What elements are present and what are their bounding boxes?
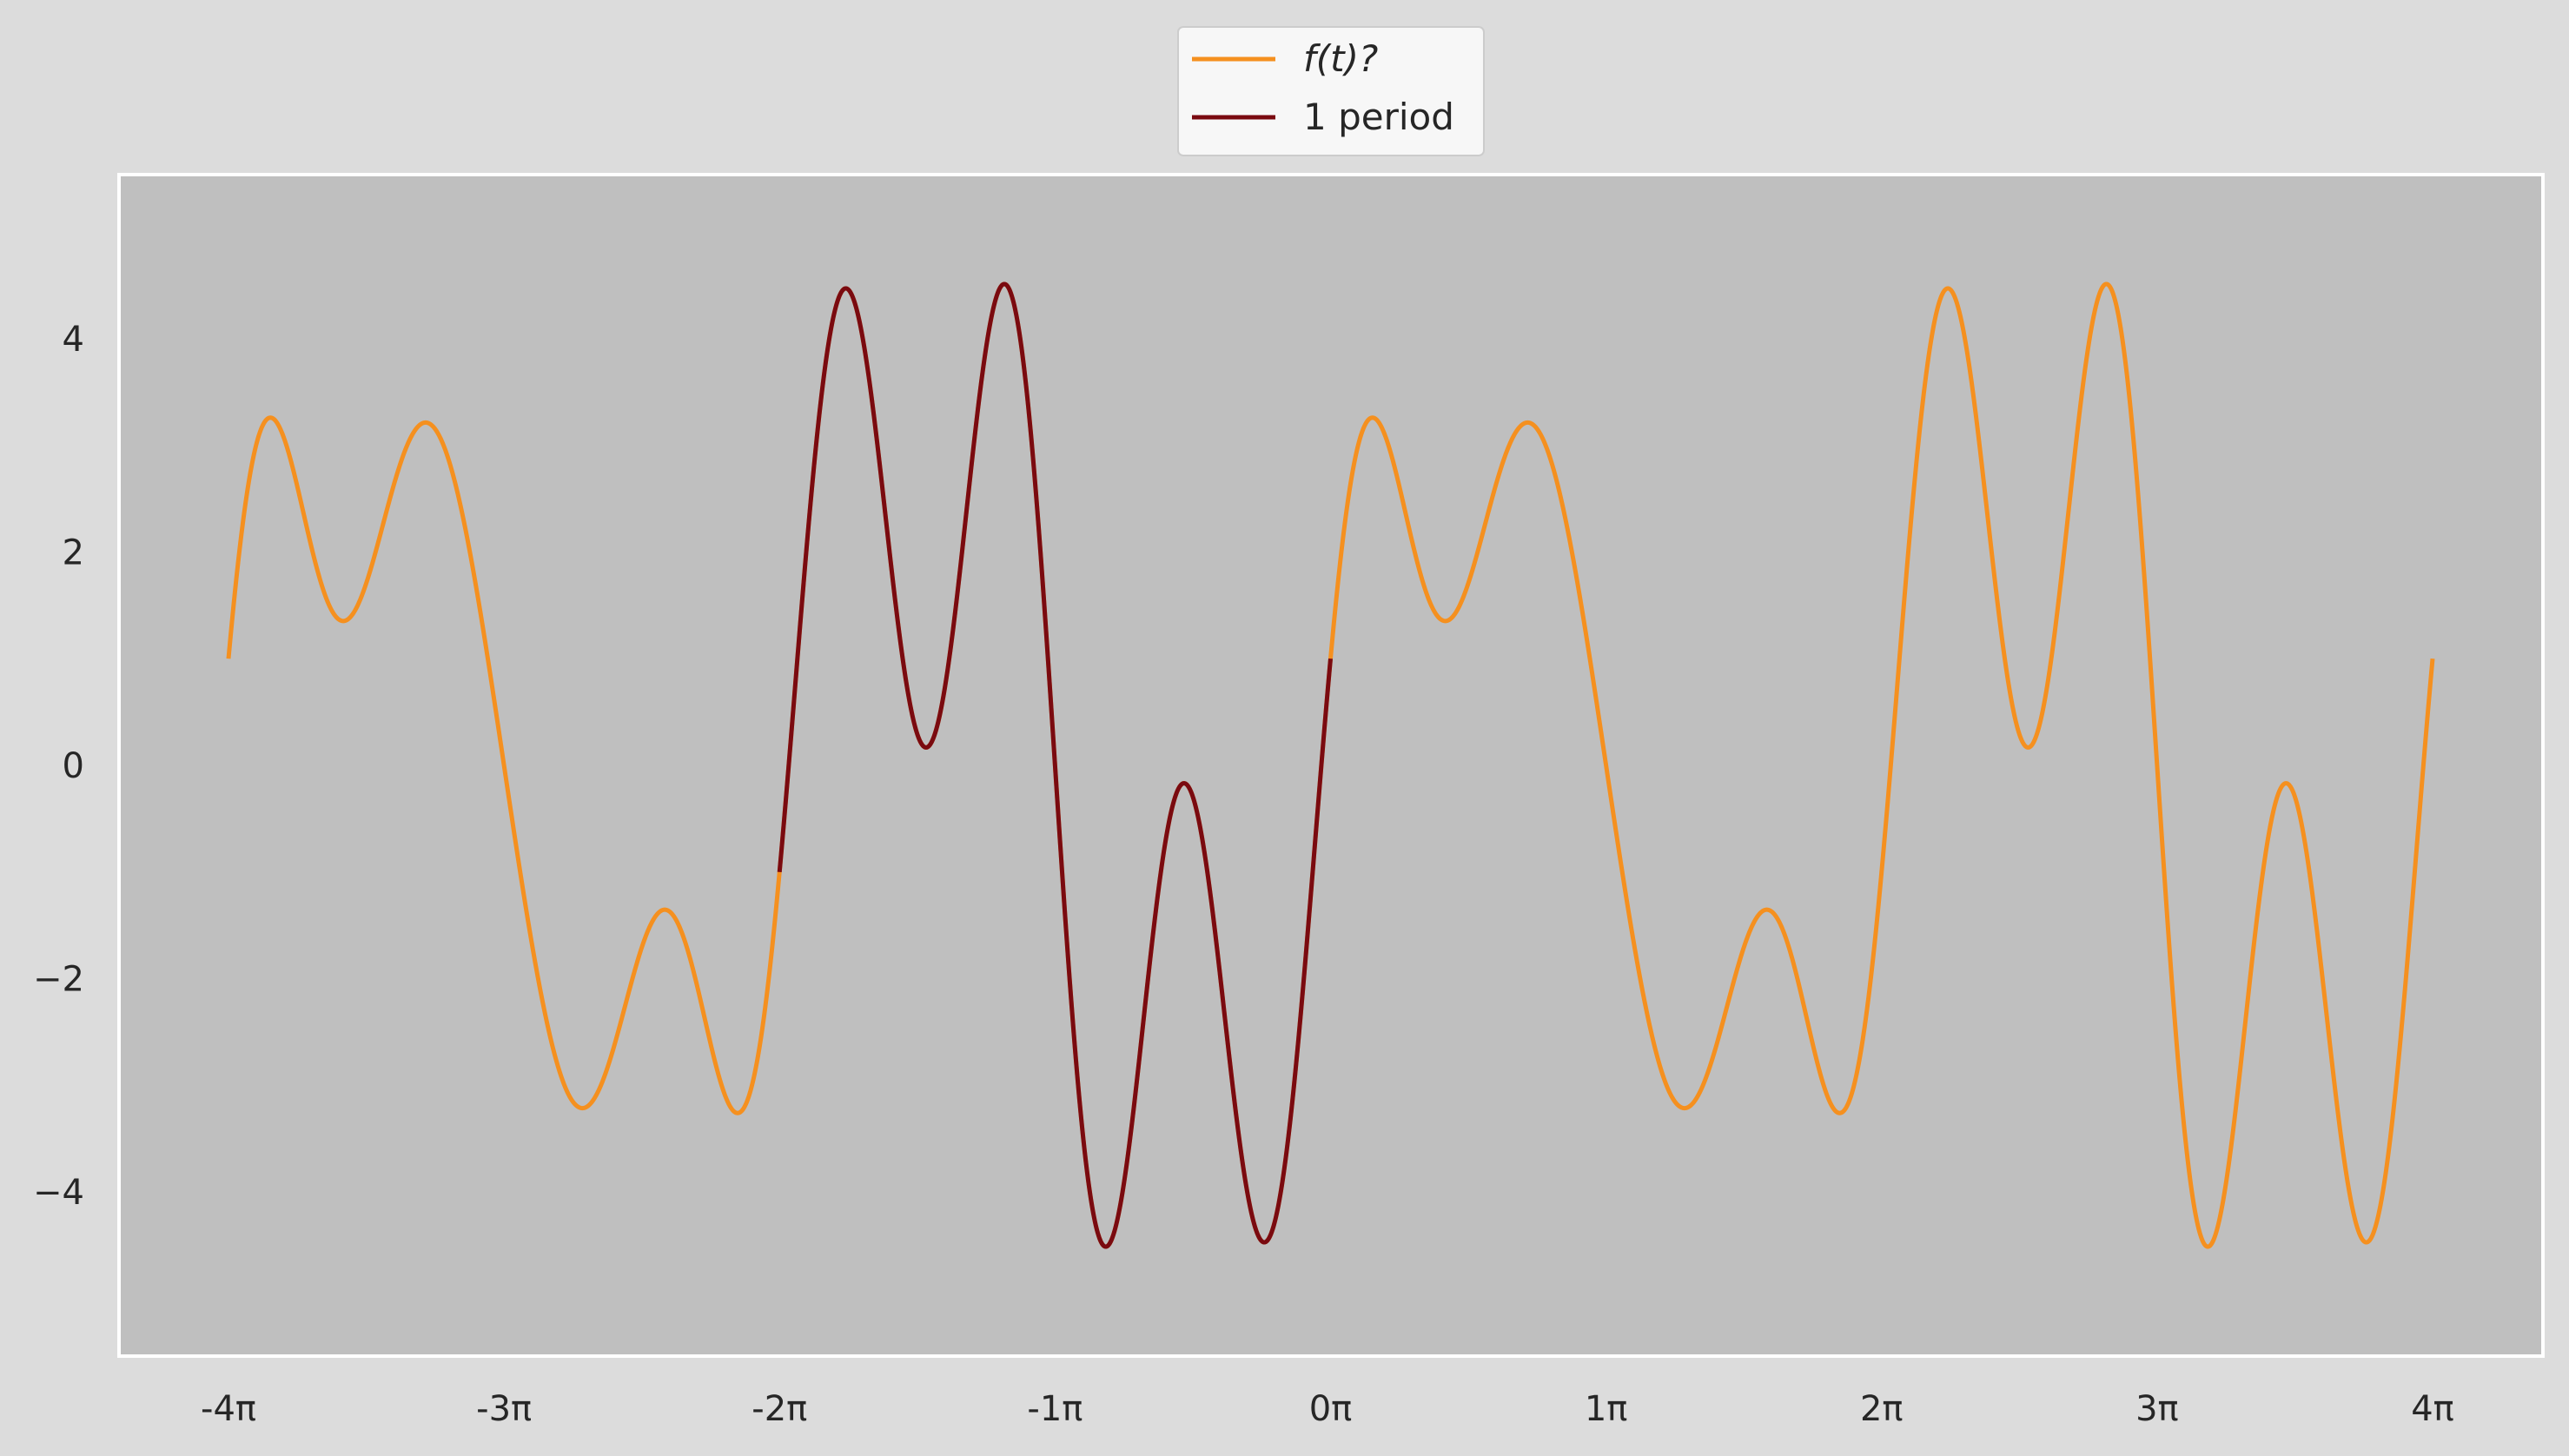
x-tick-label: 3π <box>2135 1389 2179 1429</box>
legend-label-f: f(t)? <box>1303 37 1378 80</box>
y-tick-label: 2 <box>63 533 84 572</box>
x-tick-label: -4π <box>201 1389 256 1429</box>
x-tick-label: 1π <box>1585 1389 1628 1429</box>
series-line-period <box>777 281 1333 1249</box>
x-tick-label: 0π <box>1309 1389 1353 1429</box>
y-tick-label: −4 <box>33 1173 84 1213</box>
x-tick-label: 2π <box>1860 1389 1904 1429</box>
x-tick-labels: -4π -3π -2π -1π 0π 1π 2π 3π 4π <box>201 1389 2454 1429</box>
y-tick-label: −2 <box>33 960 84 1000</box>
x-tick-label: -3π <box>476 1389 532 1429</box>
x-tick-label: -2π <box>751 1389 807 1429</box>
legend: f(t)? 1 period <box>1177 26 1485 156</box>
y-tick-labels: 4 2 0 −2 −4 <box>33 320 84 1213</box>
x-tick-label: 4π <box>2411 1389 2454 1429</box>
legend-label-period: 1 period <box>1303 96 1454 138</box>
series-lines <box>226 281 2435 1249</box>
plot-area <box>117 173 2545 1358</box>
y-tick-label: 4 <box>63 320 84 360</box>
x-tick-label: -1π <box>1027 1389 1083 1429</box>
y-tick-label: 0 <box>63 746 84 786</box>
